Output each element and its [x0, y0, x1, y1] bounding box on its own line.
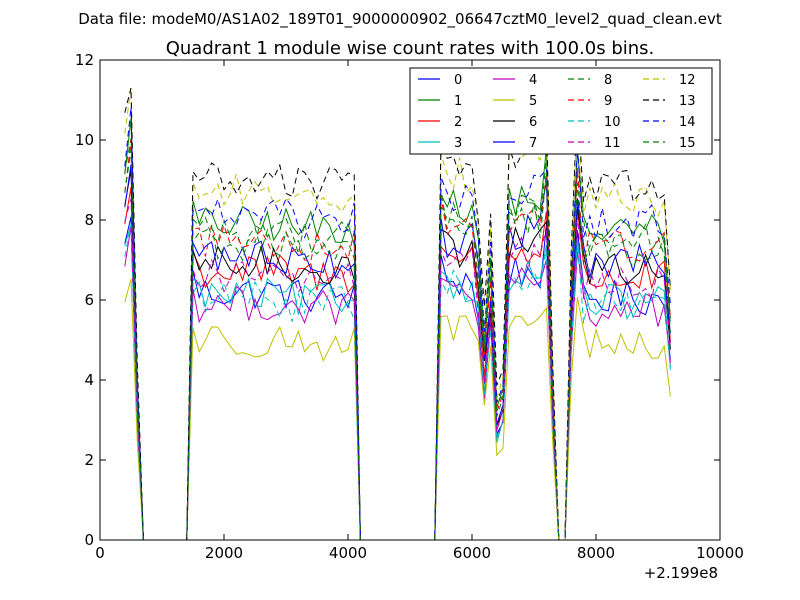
y-tick-label: 8 [84, 211, 94, 229]
y-tick-label: 0 [84, 531, 94, 549]
y-tick-label: 12 [75, 51, 94, 69]
series-line-8 [124, 138, 671, 541]
legend-label-7: 7 [529, 136, 537, 151]
series-line-6 [124, 169, 671, 541]
x-offset-label: +2.199e8 [644, 564, 718, 582]
legend-label-8: 8 [604, 73, 612, 88]
y-tick-label: 4 [84, 371, 94, 389]
legend-label-14: 14 [679, 115, 696, 130]
y-tick-label: 10 [75, 131, 94, 149]
legend-label-10: 10 [604, 115, 621, 130]
legend-label-1: 1 [454, 94, 462, 109]
legend-label-6: 6 [529, 115, 537, 130]
legend-label-5: 5 [529, 94, 537, 109]
legend-box [409, 67, 713, 155]
series-line-3 [124, 224, 671, 541]
y-tick-label: 6 [84, 291, 94, 309]
series-line-13 [124, 87, 671, 541]
x-tick-label: 10000 [696, 544, 744, 562]
series-line-5 [124, 278, 671, 541]
x-tick-label: 0 [95, 544, 105, 562]
chart-title: Quadrant 1 module wise count rates with … [166, 38, 655, 59]
x-tick-label: 4000 [329, 544, 367, 562]
x-tick-label: 8000 [577, 544, 615, 562]
series-line-14 [124, 107, 671, 541]
series-line-0 [124, 216, 671, 541]
series-line-2 [124, 187, 671, 541]
series-line-15 [124, 149, 671, 541]
series-line-1 [124, 118, 671, 541]
legend-label-4: 4 [529, 73, 537, 88]
legend-label-15: 15 [679, 136, 696, 151]
figure-suptitle: Data file: modeM0/AS1A02_189T01_90000009… [78, 10, 722, 29]
y-tick-label: 2 [84, 451, 94, 469]
series-line-7 [124, 164, 671, 541]
x-tick-label: 2000 [205, 544, 243, 562]
series-line-10 [124, 224, 671, 541]
series-line-12 [124, 87, 671, 541]
legend-label-0: 0 [454, 73, 462, 88]
legend-label-12: 12 [679, 73, 696, 88]
legend-label-11: 11 [604, 136, 621, 151]
legend-label-2: 2 [454, 115, 462, 130]
legend-label-9: 9 [604, 94, 612, 109]
legend-label-3: 3 [454, 136, 462, 151]
x-tick-label: 6000 [453, 544, 491, 562]
series-line-9 [124, 140, 671, 541]
legend-label-13: 13 [679, 94, 696, 109]
series-line-11 [124, 198, 671, 541]
plot-area [124, 87, 671, 541]
